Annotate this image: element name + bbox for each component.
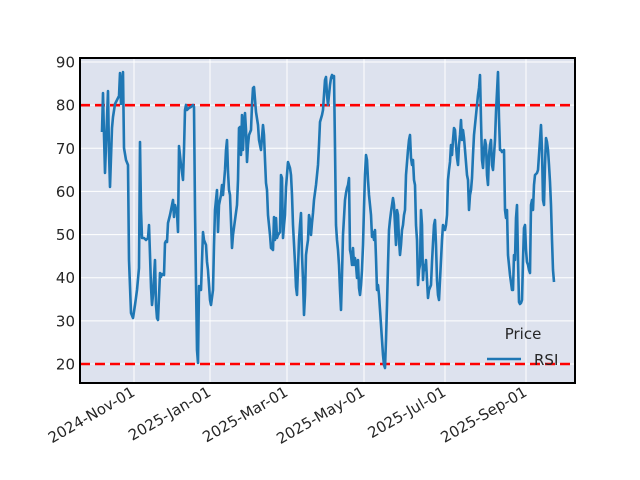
plot-background (80, 58, 575, 383)
y-tick-label: 40 (56, 269, 75, 287)
x-tick-label: 2025-Sep-01 (438, 383, 530, 447)
rsi-series-line (100, 70, 556, 370)
y-tick-label: 30 (56, 312, 75, 330)
x-tick-label: 2024-Nov-01 (45, 383, 138, 447)
y-tick-label: 20 (56, 356, 75, 374)
y-tick-label: 50 (56, 226, 75, 244)
y-axis-ticks: 20 30 40 50 60 70 80 90 (56, 54, 75, 374)
x-axis-ticks: 2024-Nov-012025-Jan-012025-Mar-012025-Ma… (45, 383, 530, 448)
y-tick-label: 70 (56, 140, 75, 158)
y-tick-label: 90 (56, 54, 75, 72)
x-tick-label: 2025-Jul-01 (365, 383, 449, 442)
legend-rsi-label: RSI (534, 351, 558, 369)
grid-lines (80, 58, 575, 383)
y-tick-label: 80 (56, 97, 75, 115)
x-tick-label: 2025-Jan-01 (125, 383, 214, 445)
legend: Price RSI (487, 325, 558, 369)
y-tick-label: 60 (56, 183, 75, 201)
legend-title: Price (505, 325, 542, 343)
plot-frame (79, 57, 576, 384)
